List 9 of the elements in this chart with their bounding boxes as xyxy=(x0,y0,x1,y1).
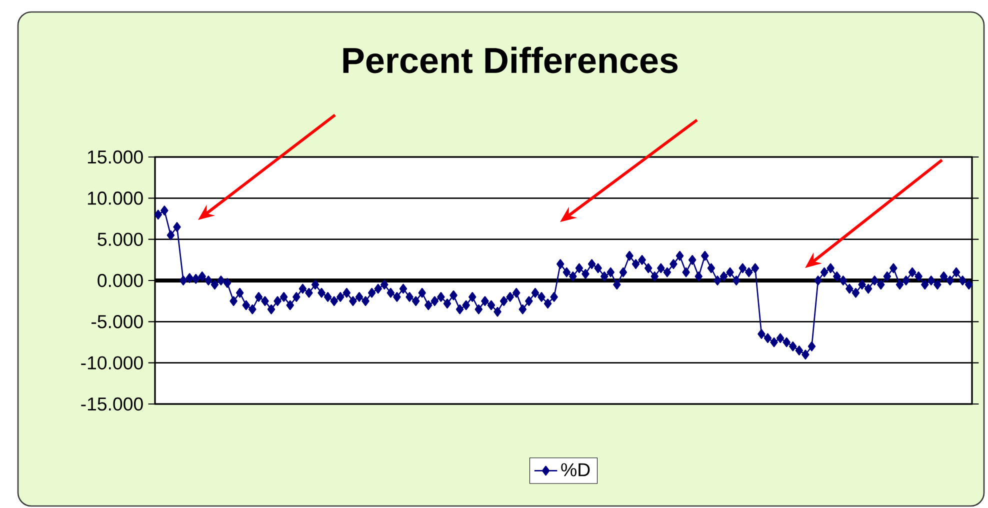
y-tick-label: 15.000 xyxy=(88,150,143,164)
y-tick-label: -5.000 xyxy=(92,315,143,328)
y-tick-label: 5.000 xyxy=(98,232,143,246)
y-tick-label: -15.000 xyxy=(81,397,143,411)
y-tick-label: 0.000 xyxy=(98,274,143,288)
y-tick-label: -10.000 xyxy=(81,356,143,370)
chart-title: Percent Differences xyxy=(343,46,678,74)
y-tick-label: 10.000 xyxy=(88,192,143,205)
legend-label: %D xyxy=(561,463,590,476)
